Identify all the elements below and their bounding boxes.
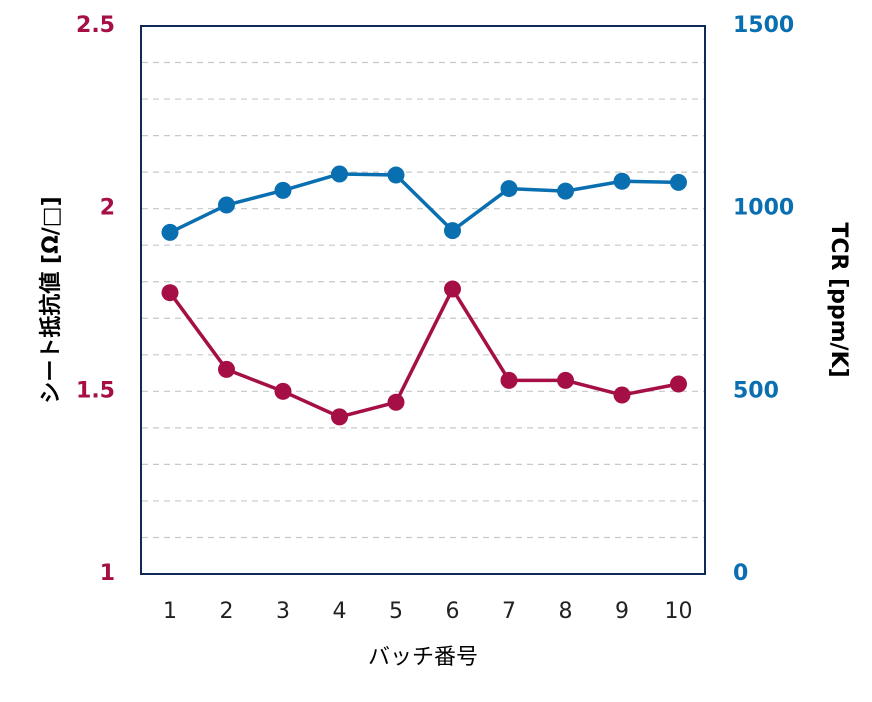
left-axis-title: シート抵抗値 [Ω/□] (38, 196, 64, 403)
grid-lines (142, 61, 704, 539)
left-tick-label: 2 (100, 196, 115, 221)
plot-frame (140, 25, 706, 575)
x-tick-label: 10 (665, 599, 693, 624)
series-line-left (168, 287, 679, 419)
data-point-right (331, 165, 348, 183)
x-tick-label: 1 (163, 599, 177, 624)
data-point-right (500, 180, 518, 198)
left-tick-label: 1 (100, 561, 115, 586)
series-right (161, 165, 687, 241)
data-point-right (557, 182, 574, 200)
data-point-left (331, 408, 348, 426)
data-point-left (218, 360, 235, 378)
data-point-left (613, 386, 631, 404)
data-point-left (670, 375, 687, 393)
left-tick-label: 1.5 (76, 378, 115, 403)
data-point-left (387, 393, 405, 411)
right-axis-title: TCR [ppm/K] (826, 222, 851, 377)
data-point-left (274, 382, 292, 400)
data-point-left (161, 284, 179, 302)
series-layer (161, 165, 687, 426)
data-point-left (557, 371, 574, 389)
x-axis-ticks: 1 2 3 4 5 6 7 8 9 10 (163, 599, 693, 624)
data-point-right (444, 222, 461, 240)
x-tick-label: 9 (615, 599, 629, 624)
x-tick-label: 4 (333, 599, 347, 624)
series-left (161, 280, 687, 426)
data-point-right (161, 223, 179, 241)
series-line-right (169, 172, 679, 234)
x-axis-title: バッチ番号 (368, 645, 478, 670)
right-tick-label: 1500 (733, 13, 794, 38)
data-point-right (613, 172, 631, 190)
left-axis-ticks: 1 1.5 2 2.5 (76, 13, 115, 586)
x-tick-label: 7 (502, 599, 516, 624)
right-tick-label: 500 (733, 378, 779, 403)
x-tick-label: 6 (446, 599, 460, 624)
data-point-left (500, 371, 518, 389)
data-point-left (444, 280, 461, 298)
x-tick-label: 8 (559, 599, 573, 624)
right-tick-label: 0 (733, 561, 748, 586)
data-point-right (387, 166, 405, 184)
data-point-right (670, 173, 687, 191)
x-tick-label: 5 (389, 599, 403, 624)
right-axis-ticks: 0 500 1000 1500 (733, 13, 794, 586)
x-tick-label: 3 (276, 599, 290, 624)
data-point-right (218, 196, 235, 214)
data-point-right (274, 181, 292, 199)
right-tick-label: 1000 (733, 196, 794, 221)
x-tick-label: 2 (220, 599, 234, 624)
left-tick-label: 2.5 (76, 13, 115, 38)
